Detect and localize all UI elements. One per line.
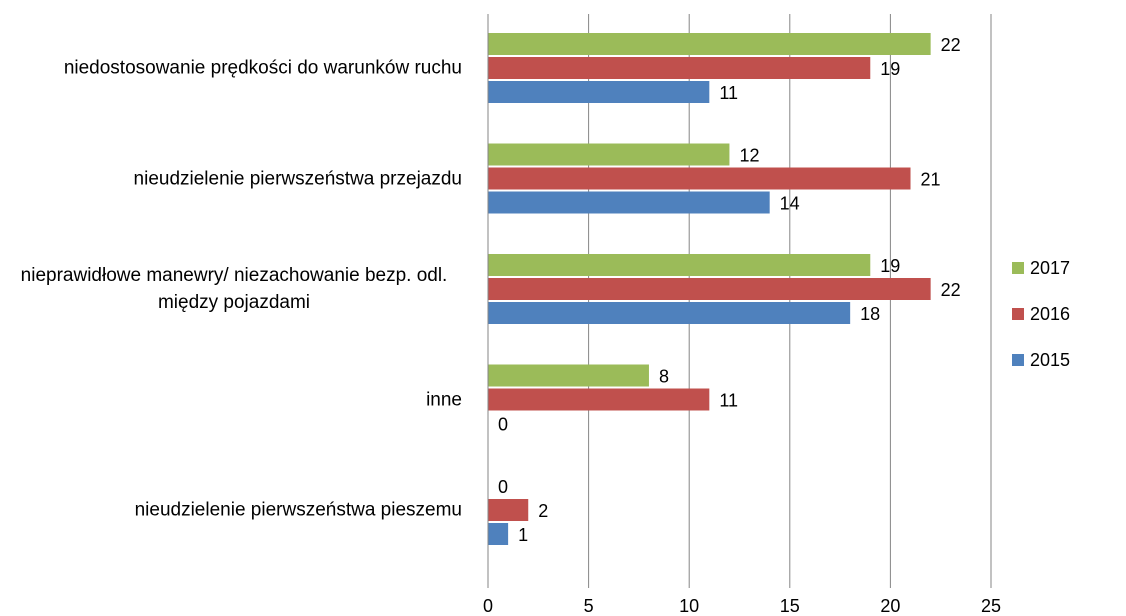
x-tick-label: 25 — [981, 596, 1001, 616]
bar — [488, 388, 710, 411]
x-tick-label: 10 — [679, 596, 699, 616]
data-label: 2 — [538, 501, 548, 521]
legend-label: 2015 — [1030, 350, 1070, 370]
category-label-box: nieudzielenie pierwszeństwa przejazdu — [0, 165, 462, 192]
data-label: 0 — [498, 477, 508, 497]
category-label-box: nieudzielenie pierwszeństwa pieszemu — [0, 497, 462, 524]
y-tick-label: nieprawidłowe manewry/ niezachowanie bez… — [20, 265, 448, 313]
y-tick-label: nieudzielenie pierwszeństwa przejazdu — [133, 168, 462, 189]
x-tick-label: 5 — [584, 596, 594, 616]
x-tick-label: 0 — [483, 596, 493, 616]
data-label: 11 — [719, 390, 738, 410]
data-label: 22 — [941, 35, 961, 55]
data-label: 0 — [498, 414, 508, 434]
data-label: 22 — [941, 280, 961, 300]
data-label: 11 — [719, 83, 738, 103]
bar — [488, 254, 871, 276]
category-label-box: nieprawidłowe manewry/ niezachowanie bez… — [0, 262, 462, 316]
y-tick-label: inne — [426, 389, 462, 410]
legend-label: 2017 — [1030, 258, 1070, 278]
data-label: 14 — [780, 193, 800, 213]
category-label-box: niedostosowanie prędkości do warunków ru… — [0, 55, 462, 82]
bar — [488, 57, 871, 79]
x-tick-label: 20 — [880, 596, 900, 616]
data-label: 21 — [921, 169, 941, 189]
legend-swatch — [1012, 308, 1024, 320]
y-tick-label: nieudzielenie pierwszeństwa pieszemu — [134, 499, 462, 521]
category-label-box: inne — [0, 386, 462, 413]
bar — [488, 81, 710, 103]
data-label: 18 — [860, 304, 880, 324]
data-label: 1 — [518, 525, 528, 545]
bar — [488, 191, 770, 214]
bar — [488, 33, 931, 55]
data-label: 8 — [659, 366, 669, 386]
legend-label: 2016 — [1030, 304, 1070, 324]
data-label: 19 — [880, 256, 900, 276]
bar — [488, 278, 931, 300]
x-tick-label: 15 — [780, 596, 800, 616]
data-label: 12 — [739, 145, 759, 165]
legend-swatch — [1012, 354, 1024, 366]
bar — [488, 143, 730, 166]
bar — [488, 523, 509, 545]
bar — [488, 167, 911, 190]
bar — [488, 499, 529, 521]
y-tick-label: niedostosowanie prędkości do warunków ru… — [63, 57, 462, 79]
data-label: 19 — [880, 59, 900, 79]
bar — [488, 364, 649, 387]
legend-swatch — [1012, 262, 1024, 274]
bar — [488, 302, 851, 324]
